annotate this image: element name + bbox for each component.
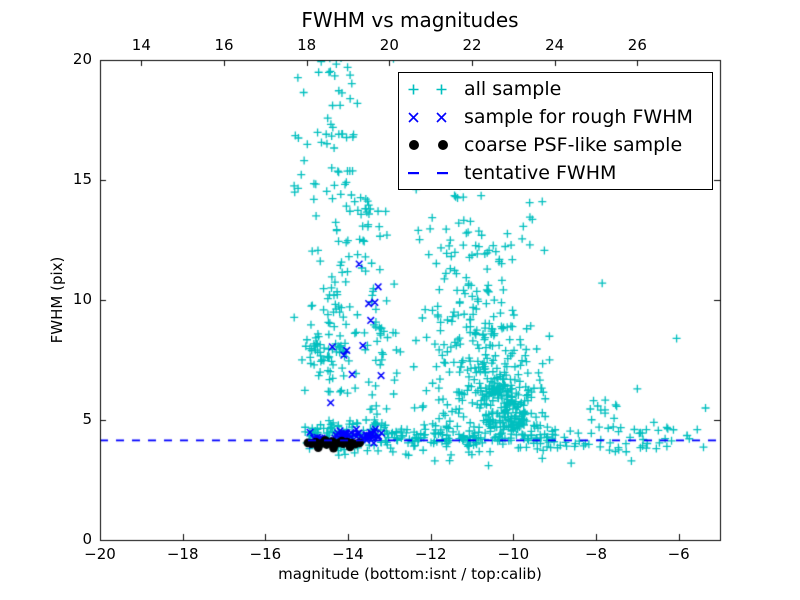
x-tick-label-top: 20 — [379, 36, 399, 54]
x-tick-label-bottom: −8 — [584, 545, 608, 563]
chart-title: FWHM vs magnitudes — [301, 8, 519, 32]
legend-entry-all-sample: all sample — [399, 75, 712, 103]
x-tick-label-bottom: −6 — [667, 545, 690, 563]
x-tick-label-bottom: −16 — [249, 545, 282, 563]
legend-label-all-sample: all sample — [464, 78, 562, 100]
y-tick-label: 10 — [72, 290, 92, 308]
y-tick-label: 15 — [72, 170, 92, 188]
x-tick-label-bottom: −14 — [332, 545, 364, 563]
x-axis-label: magnitude (bottom:isnt / top:calib) — [278, 565, 542, 583]
legend-entry-tentative-fwhm: tentative FWHM — [399, 159, 712, 187]
x-tick-label-top: 14 — [131, 36, 151, 54]
legend-entry-psf-sample: coarse PSF-like sample — [399, 131, 712, 159]
x-tick-label-bottom: −12 — [414, 545, 447, 563]
x-tick-label-top: 22 — [462, 36, 482, 54]
x-marker-icon — [399, 111, 460, 123]
legend: all sample sample for rough FWHM coarse … — [398, 72, 713, 190]
x-tick-label-top: 18 — [297, 36, 317, 54]
y-tick-label: 5 — [82, 410, 92, 428]
x-tick-label-top: 16 — [214, 36, 234, 54]
x-tick-label-top: 24 — [545, 36, 565, 54]
y-tick-label: 20 — [72, 50, 92, 68]
x-tick-label-bottom: −20 — [84, 545, 116, 563]
legend-label-tentative-fwhm: tentative FWHM — [464, 162, 617, 184]
legend-label-psf-sample: coarse PSF-like sample — [464, 134, 683, 156]
x-tick-label-bottom: −10 — [497, 545, 530, 563]
dot-marker-icon — [399, 139, 460, 151]
dashed-line-icon — [399, 171, 460, 175]
plus-marker-icon — [399, 84, 460, 95]
legend-label-rough-fwhm: sample for rough FWHM — [464, 106, 693, 128]
legend-entry-rough-fwhm: sample for rough FWHM — [399, 103, 712, 131]
x-tick-label-bottom: −18 — [166, 545, 199, 563]
y-tick-label: 0 — [82, 530, 92, 548]
x-tick-label-top: 26 — [627, 36, 647, 54]
